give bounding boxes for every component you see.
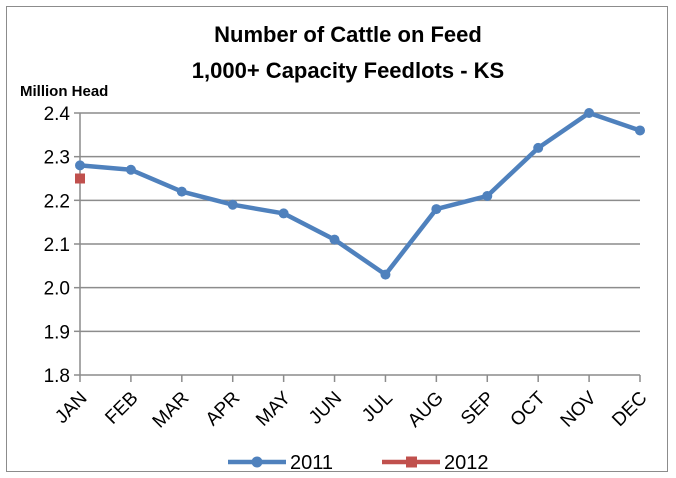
y-tick-label: 2.3 xyxy=(44,148,70,169)
chart-title-line-2: 1,000+ Capacity Feedlots - KS xyxy=(192,58,504,83)
legend-label-2012: 2012 xyxy=(444,452,489,474)
series-line-2011 xyxy=(77,110,643,277)
legend-label-2011: 2011 xyxy=(290,452,333,474)
data-point-2011 xyxy=(431,204,442,215)
x-tick-label: MAR xyxy=(149,388,194,433)
gridlines xyxy=(74,112,641,382)
x-tick-label: JAN xyxy=(51,388,91,428)
data-point-2012 xyxy=(75,173,85,184)
y-tick-label: 2.0 xyxy=(44,279,70,300)
y-tick-label: 1.9 xyxy=(44,322,70,343)
chart-title-line-1: Number of Cattle on Feed xyxy=(214,22,482,47)
x-tick-label: AUG xyxy=(404,388,448,432)
y-tick-label: 1.8 xyxy=(44,366,70,387)
data-point-2011 xyxy=(227,199,238,210)
data-point-2011 xyxy=(329,234,340,245)
y-tick-label: 2.4 xyxy=(44,104,71,125)
x-axis-ticks: JAN FEB MAR APR MAY JUN JUL AUG SEP OCT NOV DEC xyxy=(51,387,651,432)
x-tick-label: JUL xyxy=(358,388,397,427)
legend-marker-2011 xyxy=(251,456,263,468)
y-tick-label: 2.1 xyxy=(44,235,70,256)
data-point-2011 xyxy=(75,160,85,171)
data-point-2011 xyxy=(278,208,289,219)
legend-marker-2012 xyxy=(406,456,417,468)
data-point-2011 xyxy=(482,190,493,201)
data-point-2011 xyxy=(380,269,391,280)
x-tick-label: SEP xyxy=(457,388,499,430)
legend: 2011 2012 xyxy=(228,452,489,474)
x-tick-label: DEC xyxy=(608,388,651,431)
x-tick-label: OCT xyxy=(507,387,550,430)
data-point-2011 xyxy=(533,142,544,153)
x-tick-label: APR xyxy=(202,388,244,430)
data-point-2011 xyxy=(584,108,595,118)
x-tick-label: NOV xyxy=(557,387,601,431)
data-point-2011 xyxy=(176,186,187,197)
y-axis-ticks: 1.8 1.9 2.0 2.1 2.2 2.3 2.4 xyxy=(44,104,71,387)
y-tick-label: 2.2 xyxy=(44,191,70,212)
x-tick-label: FEB xyxy=(101,388,142,429)
data-point-2011 xyxy=(635,125,645,136)
x-tick-label: MAY xyxy=(252,387,295,430)
x-tick-label: JUN xyxy=(305,388,346,429)
y-axis-label: Million Head xyxy=(20,83,108,100)
data-point-2011 xyxy=(125,164,136,175)
series-group xyxy=(75,108,645,280)
